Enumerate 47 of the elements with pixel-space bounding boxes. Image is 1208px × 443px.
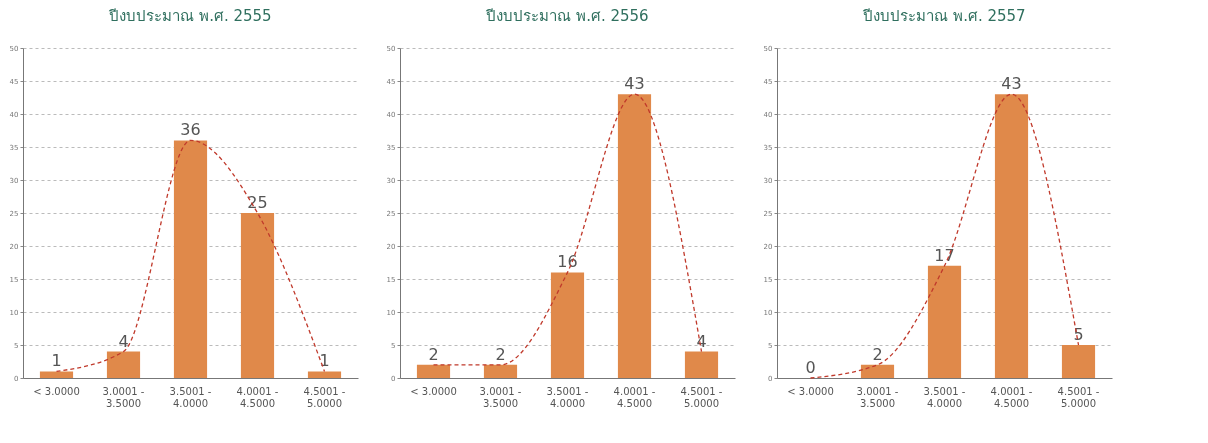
- bar: [617, 94, 652, 378]
- bar: [173, 140, 208, 378]
- data-label: 43: [624, 74, 645, 94]
- data-label: 1: [319, 351, 330, 371]
- data-label: 4: [118, 331, 129, 351]
- bar: [550, 272, 585, 378]
- data-label: 2: [495, 344, 506, 364]
- x-tick-label: 3.0001 - 3.5000: [102, 385, 145, 409]
- x-tick-label: 4.5001 - 5.0000: [1057, 385, 1100, 409]
- data-label: 16: [557, 252, 578, 272]
- x-tick-label: 4.0001 - 4.5000: [236, 385, 279, 409]
- data-label: 36: [180, 120, 201, 140]
- chart-title: ปีงบประมาณ พ.ศ. 2556: [485, 7, 649, 25]
- x-tick-label: 3.0001 - 3.5000: [856, 385, 899, 409]
- x-tick-label: 4.0001 - 4.5000: [990, 385, 1033, 409]
- bar: [994, 94, 1029, 378]
- bar: [39, 371, 74, 378]
- bar: [483, 364, 518, 378]
- bar: [860, 364, 895, 378]
- bar: [684, 351, 719, 378]
- bar: [240, 213, 275, 378]
- x-tick-label: 3.5001 - 4.0000: [546, 385, 589, 409]
- bar: [106, 351, 141, 378]
- x-tick-label: 3.5001 - 4.0000: [923, 385, 966, 409]
- x-tick-label: 3.0001 - 3.5000: [479, 385, 522, 409]
- x-tick-label: 3.5001 - 4.0000: [169, 385, 212, 409]
- data-label: 17: [934, 245, 955, 265]
- x-tick-label: 4.5001 - 5.0000: [680, 385, 723, 409]
- data-label: 2: [872, 344, 883, 364]
- data-label: 25: [247, 193, 268, 212]
- bar: [307, 371, 342, 378]
- data-label: 4: [696, 331, 707, 351]
- x-tick-label: < 3.0000: [787, 385, 834, 397]
- chart-title: ปีงบประมาณ พ.ศ. 2555: [108, 7, 272, 25]
- x-tick-label: 4.0001 - 4.5000: [613, 385, 656, 409]
- data-label: 43: [1001, 74, 1022, 94]
- x-tick-label: < 3.0000: [410, 385, 457, 397]
- data-label: 5: [1073, 325, 1084, 344]
- data-label: 0: [805, 358, 816, 377]
- bar: [416, 364, 451, 378]
- chart-title: ปีงบประมาณ พ.ศ. 2557: [862, 7, 1026, 25]
- bar: [927, 265, 962, 378]
- x-tick-label: < 3.0000: [33, 385, 80, 397]
- bar: [1061, 345, 1096, 378]
- data-label: 1: [51, 351, 62, 371]
- data-label: 2: [428, 344, 439, 364]
- x-tick-label: 4.5001 - 5.0000: [303, 385, 346, 409]
